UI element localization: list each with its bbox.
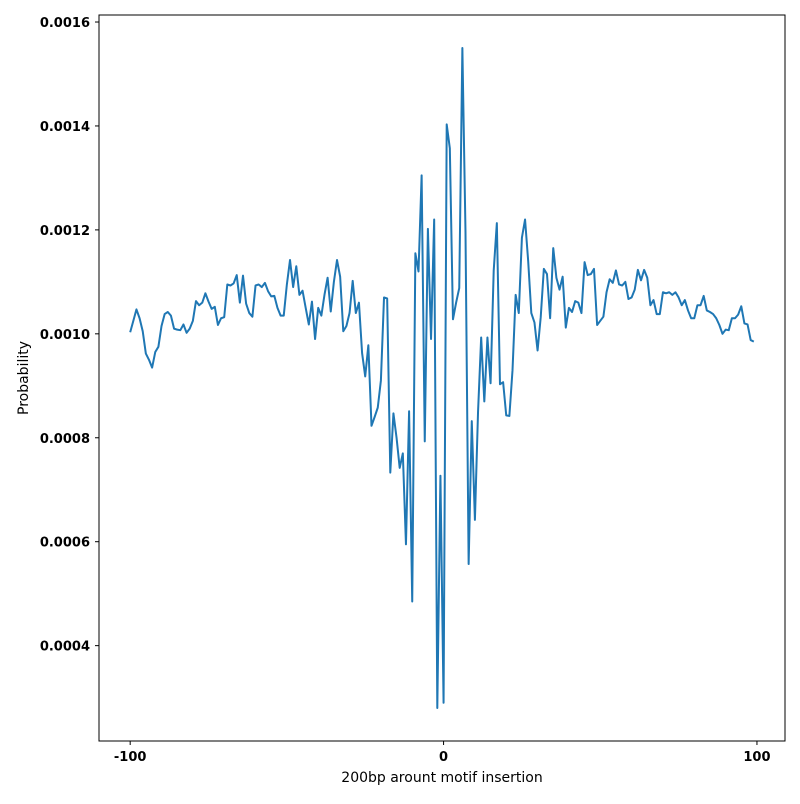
y-tick-label: 0.0008 — [40, 432, 90, 447]
data-line — [129, 47, 755, 709]
x-axis-label: 200bp arount motif insertion — [341, 770, 542, 786]
y-tick-label: 0.0014 — [40, 120, 90, 135]
x-tick-label: 100 — [743, 750, 770, 765]
y-tick-label: 0.0010 — [40, 328, 90, 343]
x-tick-label: 0 — [439, 750, 448, 765]
x-tick-label: -100 — [114, 750, 147, 765]
y-tick-label: 0.0012 — [40, 224, 90, 239]
y-tick-label: 0.0004 — [40, 640, 90, 655]
y-tick-label: 0.0006 — [40, 536, 90, 551]
plot-frame — [98, 14, 786, 742]
y-axis-label: Probability — [16, 341, 32, 415]
y-tick-label: 0.0016 — [40, 16, 90, 31]
